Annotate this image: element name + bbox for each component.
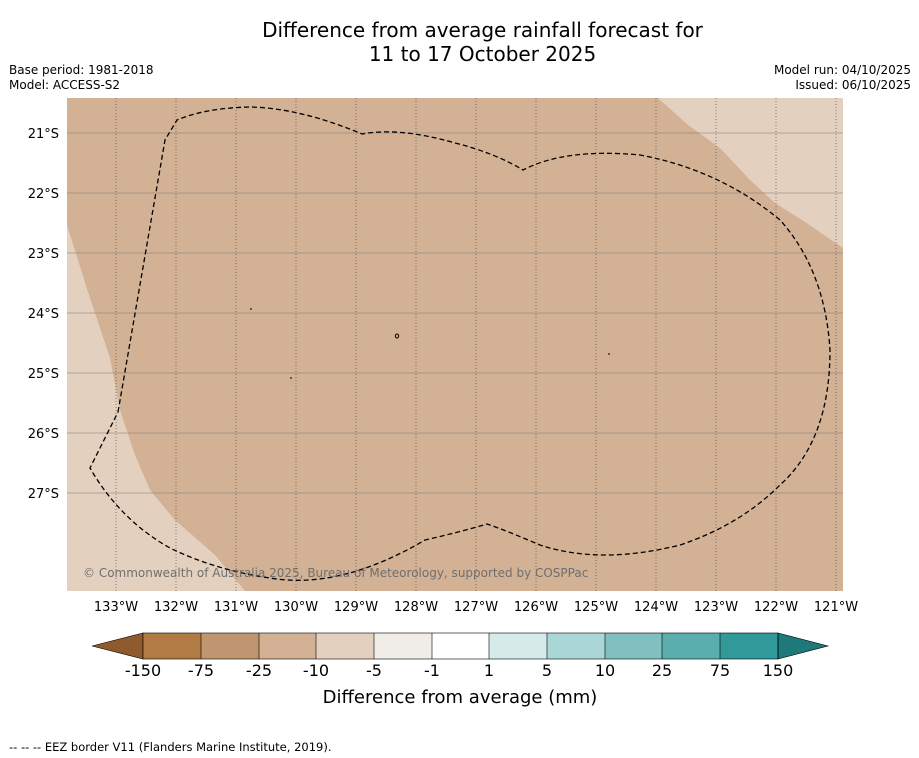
lon-tick-label: 123°W — [694, 600, 738, 615]
lon-tick-labels: 133°W 132°W 131°W 130°W 129°W 128°W 127°… — [94, 600, 858, 615]
lat-tick-label: 26°S — [28, 427, 59, 442]
colorbar-arrow-right — [777, 632, 830, 660]
lat-tick-label: 23°S — [28, 247, 59, 262]
lat-gridlines — [67, 132, 843, 494]
title-line-2: 11 to 17 October 2025 — [368, 42, 597, 66]
colorbar-tick-label: -1 — [424, 661, 440, 680]
lon-tick-label: 133°W — [94, 600, 138, 615]
lon-tick-label: 127°W — [454, 600, 498, 615]
colorbar-segment — [432, 633, 489, 659]
lon-tick-label: 124°W — [634, 600, 678, 615]
colorbar-segment — [605, 633, 662, 659]
title-line-1: Difference from average rainfall forecas… — [262, 18, 703, 42]
colorbar-segment — [662, 633, 720, 659]
colorbar-segment — [489, 633, 547, 659]
eez-footnote: -- -- -- EEZ border V11 (Flanders Marine… — [9, 740, 332, 754]
map-region-northeast — [658, 98, 843, 248]
colorbar-outline — [142, 632, 779, 660]
lon-gridlines — [115, 98, 837, 591]
colorbar-tick-label: -25 — [246, 661, 272, 680]
colorbar-segment — [143, 633, 201, 659]
lat-tick-label: 24°S — [28, 307, 59, 322]
chart-title: Difference from average rainfall forecas… — [0, 18, 919, 66]
colorbar-tick-label: 5 — [542, 661, 552, 680]
map-main-area — [67, 98, 843, 591]
issued-date: Issued: 06/10/2025 — [795, 78, 911, 92]
lon-tick-label: 132°W — [154, 600, 198, 615]
map-copyright: © Commonwealth of Australia 2025, Bureau… — [83, 566, 588, 580]
lon-tick-label: 128°W — [394, 600, 438, 615]
colorbar-tick-label: 1 — [484, 661, 494, 680]
model-run: Model run: 04/10/2025 — [773, 63, 911, 77]
colorbar-tick-label: -10 — [303, 661, 329, 680]
lon-tick-label: 129°W — [334, 600, 378, 615]
colorbar-segment — [720, 633, 778, 659]
colorbar-tick-label: -5 — [366, 661, 382, 680]
colorbar-tick-label: -150 — [125, 661, 161, 680]
eez-border — [89, 106, 831, 581]
map-panel: © Commonwealth of Australia 2025, Bureau… — [67, 98, 843, 591]
colorbar-segment — [374, 633, 432, 659]
island-marks — [250, 308, 610, 379]
colorbar-segment — [316, 633, 374, 659]
base-period: Base period: 1981-2018 — [9, 63, 154, 77]
lat-tick-label: 22°S — [28, 187, 59, 202]
colorbar: -150 -75 -25 -10 -5 -1 1 5 10 25 75 150 … — [91, 632, 830, 708]
colorbar-tick-label: 75 — [710, 661, 730, 680]
meta-left: Base period: 1981-2018 Model: ACCESS-S2 — [9, 63, 154, 93]
meta-right: Model run: 04/10/2025 Issued: 06/10/2025 — [774, 63, 911, 93]
colorbar-tick-label: 10 — [595, 661, 615, 680]
lon-tick-label: 122°W — [754, 600, 798, 615]
colorbar-segment — [201, 633, 259, 659]
colorbar-tick-labels: -150 -75 -25 -10 -5 -1 1 5 10 25 75 150 — [125, 661, 793, 680]
lon-tick-label: 131°W — [214, 600, 258, 615]
colorbar-tick-label: 150 — [763, 661, 794, 680]
lon-tick-label: 126°W — [514, 600, 558, 615]
lat-tick-label: 27°S — [28, 487, 59, 502]
lat-tick-label: 21°S — [28, 127, 59, 142]
colorbar-segment — [547, 633, 605, 659]
colorbar-title: Difference from average (mm) — [323, 687, 598, 708]
lon-tick-label: 130°W — [274, 600, 318, 615]
model-name: Model: ACCESS-S2 — [9, 78, 121, 92]
colorbar-tick-label: -75 — [188, 661, 214, 680]
colorbar-tick-label: 25 — [652, 661, 672, 680]
lon-tick-label: 125°W — [574, 600, 618, 615]
colorbar-dividers — [200, 633, 721, 659]
lat-tick-label: 25°S — [28, 367, 59, 382]
colorbar-segment — [259, 633, 316, 659]
colorbar-arrow-left — [91, 632, 144, 660]
lon-tick-label: 121°W — [814, 600, 858, 615]
lat-tick-labels: 21°S 22°S 23°S 24°S 25°S 26°S 27°S — [28, 127, 59, 502]
